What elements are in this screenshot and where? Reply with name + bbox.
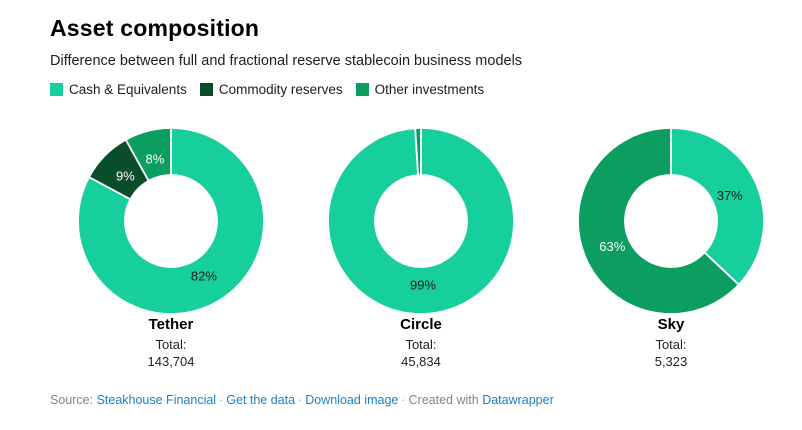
page-subtitle: Difference between full and fractional r… [50, 53, 523, 69]
slice-tether-cash-equivalents[interactable] [77, 127, 265, 315]
slice-percent-label: 9% [116, 169, 135, 184]
page-title: Asset composition [50, 15, 260, 41]
slice-percent-label: 8% [146, 152, 165, 167]
download-image-link[interactable]: Download image [305, 393, 399, 407]
donut-caption-tether: Tether Total: 143,704 [71, 316, 271, 370]
source-prefix: Source: [50, 393, 97, 407]
get-the-data-link[interactable]: Get the data [226, 393, 296, 407]
created-with-prefix: Created with [408, 393, 483, 407]
slice-percent-label: 82% [191, 268, 217, 283]
legend-swatch-icon [199, 83, 213, 96]
legend-item-cash: Cash & Equivalents [50, 82, 187, 97]
slice-circle-cash-equivalents[interactable] [327, 127, 515, 315]
slice-percent-label: 37% [717, 188, 743, 203]
donut-name-label: Tether [148, 316, 194, 333]
donut-total-label: Total: [405, 337, 437, 352]
slice-sky-cash-equivalents[interactable] [670, 127, 765, 286]
source-link[interactable]: Steakhouse Financial [96, 393, 217, 407]
donut-total-value: 143,704 [147, 354, 195, 369]
donut-chart-sky: 37% 63% [577, 127, 765, 315]
donut-total-value: 5,323 [654, 354, 688, 369]
donut-chart-tether: 82% 9% 8% [77, 127, 265, 315]
slice-tether-other-investments[interactable] [124, 127, 172, 182]
separator-dot: · [298, 393, 303, 407]
separator-dot: · [219, 393, 224, 407]
donut-total-label: Total: [155, 337, 187, 352]
donut-total-label: Total: [655, 337, 687, 352]
donut-chart-circle: 99% [327, 127, 515, 315]
legend-item-commodity: Commodity reserves [199, 82, 343, 97]
legend-item-label: Commodity reserves [218, 82, 343, 97]
donut-name-label: Sky [657, 316, 685, 333]
slice-circle-other-investments[interactable] [414, 127, 422, 176]
legend-swatch-icon [50, 83, 63, 96]
legend: Cash & Equivalents Commodity reserves Ot… [50, 82, 484, 97]
slice-percent-label: 99% [410, 277, 436, 292]
donut-name-label: Circle [400, 316, 442, 333]
datawrapper-link[interactable]: Datawrapper [482, 393, 554, 407]
slice-sky-other-investments[interactable] [577, 127, 740, 315]
legend-item-label: Cash & Equivalents [69, 82, 187, 97]
legend-item-label: Other investments [374, 82, 485, 97]
slice-percent-label: 63% [599, 239, 625, 254]
donut-caption-sky: Sky Total: 5,323 [571, 316, 771, 370]
separator-dot: · [401, 393, 406, 407]
donut-caption-circle: Circle Total: 45,834 [321, 316, 521, 370]
legend-swatch-icon [355, 83, 369, 96]
legend-item-other: Other investments [355, 82, 485, 97]
footer-attribution: Source: Steakhouse Financial · Get the dat… [50, 393, 554, 407]
donut-total-value: 45,834 [401, 354, 441, 369]
